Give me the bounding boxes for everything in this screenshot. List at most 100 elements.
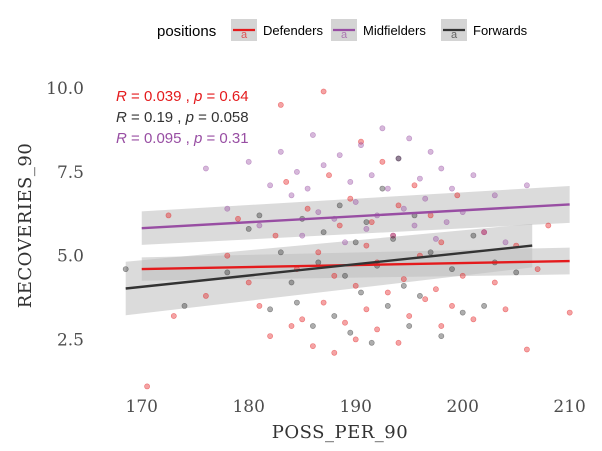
point-defenders <box>256 302 263 309</box>
point-forwards <box>384 302 391 309</box>
point-forwards <box>406 323 413 329</box>
point-forwards <box>122 266 129 272</box>
point-defenders <box>331 349 338 356</box>
legend-label: Forwards <box>473 23 528 38</box>
point-defenders <box>427 212 434 219</box>
point-forwards <box>358 289 364 296</box>
x-tick-label: 170 <box>126 397 158 417</box>
point-defenders <box>374 326 380 333</box>
point-defenders <box>566 309 573 316</box>
point-midfielders <box>406 135 413 142</box>
point-defenders <box>336 222 343 229</box>
point-defenders <box>144 383 150 390</box>
point-midfielders <box>309 132 316 138</box>
legend-title: positions <box>157 23 216 40</box>
point-midfielders <box>368 172 375 179</box>
point-defenders <box>363 306 370 313</box>
point-midfielders <box>299 232 306 239</box>
stat-defenders: R = 0.039 , p = 0.64 <box>116 88 249 105</box>
point-defenders <box>502 306 509 313</box>
regression-line-midfielders <box>141 203 570 230</box>
point-defenders <box>411 182 418 189</box>
point-midfielders <box>293 168 300 175</box>
y-tick-label: 2.5 <box>57 330 84 350</box>
y-tick-label: 10.0 <box>46 79 84 99</box>
point-midfielders <box>320 162 327 169</box>
point-forwards <box>352 239 359 246</box>
point-defenders <box>202 292 209 299</box>
stat-forwards: R = 0.19 , p = 0.058 <box>116 109 249 126</box>
point-defenders <box>304 205 311 212</box>
point-defenders <box>534 266 541 272</box>
point-defenders <box>406 313 413 319</box>
x-tick-label: 200 <box>446 397 478 417</box>
point-forwards <box>288 279 295 286</box>
point-defenders <box>309 343 316 349</box>
point-midfielders <box>416 175 423 182</box>
point-defenders <box>283 178 290 185</box>
legend: positions a Defenders a Midfielders a Forwards <box>157 19 528 41</box>
point-midfielders <box>384 185 391 192</box>
point-midfielders <box>427 148 434 155</box>
point-midfielders <box>315 209 322 215</box>
axes: 170 180 190 200 210 2.5 5.0 7.5 10.0 POSS_PER_90 R… <box>15 79 586 443</box>
point-defenders <box>352 282 359 289</box>
point-midfielders <box>245 158 252 165</box>
point-defenders <box>347 195 354 202</box>
point-forwards <box>470 232 477 239</box>
point-forwards <box>449 266 455 272</box>
point-midfielders <box>443 219 450 225</box>
point-midfielders <box>352 199 359 205</box>
point-midfielders <box>363 225 370 232</box>
correlation-stats: R = 0.039 , p = 0.64 R = 0.19 , p = 0.058… <box>116 88 249 147</box>
legend-item-forwards: a Forwards <box>441 19 528 41</box>
point-midfielders <box>288 192 295 199</box>
point-defenders <box>459 272 466 279</box>
regression-lines <box>125 203 570 290</box>
stat-midfielders: R = 0.095 , p = 0.31 <box>116 130 249 147</box>
point-defenders <box>438 323 445 329</box>
point-defenders <box>454 192 461 199</box>
point-forwards <box>342 272 348 279</box>
point-midfielders <box>470 172 477 179</box>
point-forwards <box>400 282 407 289</box>
point-midfielders <box>449 185 455 192</box>
point-defenders <box>272 232 279 239</box>
point-forwards <box>459 309 466 316</box>
legend-item-midfielders: a Midfielders <box>331 19 426 41</box>
scatter-points <box>122 88 573 390</box>
legend-key-letter: a <box>451 29 458 41</box>
point-defenders <box>299 316 306 323</box>
point-defenders <box>288 323 295 329</box>
point-defenders <box>395 339 402 346</box>
point-defenders <box>326 172 332 179</box>
legend-key-letter: a <box>241 29 248 41</box>
point-forwards <box>368 339 375 346</box>
point-midfielders <box>422 195 429 202</box>
point-midfielders <box>304 185 311 192</box>
point-midfielders <box>432 235 439 242</box>
point-defenders <box>422 296 429 303</box>
point-midfielders <box>277 148 284 155</box>
x-tick-label: 210 <box>553 397 585 417</box>
point-defenders <box>170 313 177 319</box>
point-forwards <box>427 249 434 256</box>
point-forwards <box>438 333 445 339</box>
point-defenders <box>432 286 439 293</box>
point-forwards <box>395 155 402 162</box>
y-tick-label: 7.5 <box>57 163 84 183</box>
point-midfielders <box>438 165 445 172</box>
point-forwards <box>267 306 273 313</box>
point-midfielders <box>342 239 348 246</box>
point-midfielders <box>267 182 273 189</box>
point-defenders <box>363 242 370 249</box>
point-defenders <box>524 346 530 353</box>
point-defenders <box>165 212 172 219</box>
point-defenders <box>449 302 455 309</box>
point-defenders <box>267 333 273 339</box>
point-defenders <box>315 249 322 256</box>
legend-key-letter: a <box>341 29 348 41</box>
regression-line-forwards <box>125 244 533 290</box>
point-forwards <box>363 219 370 225</box>
point-defenders <box>235 215 241 222</box>
